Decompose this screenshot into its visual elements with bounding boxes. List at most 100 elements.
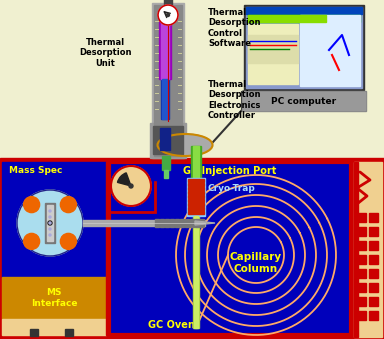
- Bar: [45, 203, 55, 243]
- Bar: [188, 183, 204, 185]
- Bar: [30, 329, 38, 336]
- Text: GC Oven: GC Oven: [148, 320, 195, 330]
- Bar: [300, 15, 360, 86]
- Bar: [248, 15, 326, 22]
- Bar: [164, 170, 168, 178]
- Bar: [188, 207, 204, 210]
- Bar: [164, 0, 172, 5]
- Bar: [188, 199, 204, 201]
- Bar: [322, 17, 352, 72]
- Circle shape: [49, 222, 51, 224]
- Ellipse shape: [157, 134, 212, 156]
- Bar: [357, 241, 366, 250]
- Bar: [369, 255, 378, 264]
- Bar: [357, 213, 366, 222]
- Bar: [65, 329, 73, 336]
- Bar: [2, 319, 106, 335]
- Bar: [160, 219, 164, 227]
- Text: Thermal
Desorption
Control
Software: Thermal Desorption Control Software: [208, 8, 260, 48]
- Bar: [246, 7, 362, 88]
- Circle shape: [23, 233, 40, 250]
- Bar: [161, 79, 169, 119]
- Bar: [188, 179, 204, 181]
- Bar: [155, 219, 159, 227]
- Bar: [175, 219, 179, 227]
- Bar: [190, 219, 194, 227]
- Circle shape: [49, 210, 51, 212]
- Bar: [357, 311, 366, 320]
- Bar: [188, 191, 204, 194]
- Circle shape: [167, 14, 169, 17]
- Bar: [153, 126, 183, 154]
- Text: Capillary
Column: Capillary Column: [230, 252, 282, 274]
- Bar: [357, 297, 366, 306]
- Bar: [161, 21, 169, 79]
- Bar: [248, 15, 360, 22]
- Bar: [200, 219, 204, 227]
- Circle shape: [60, 197, 76, 213]
- Bar: [369, 227, 378, 236]
- Text: Thermal
Desorption
Unit: Thermal Desorption Unit: [79, 38, 131, 68]
- Circle shape: [17, 190, 83, 256]
- Bar: [150, 123, 186, 158]
- Bar: [369, 297, 378, 306]
- Bar: [109, 162, 351, 335]
- Bar: [244, 5, 364, 90]
- Bar: [246, 7, 362, 14]
- Bar: [107, 162, 155, 212]
- Circle shape: [60, 233, 76, 250]
- Bar: [109, 162, 351, 180]
- Bar: [195, 219, 199, 227]
- Bar: [180, 219, 184, 227]
- Bar: [357, 227, 366, 236]
- Bar: [185, 219, 189, 227]
- Bar: [369, 269, 378, 278]
- Bar: [195, 148, 200, 153]
- Circle shape: [111, 166, 151, 206]
- Circle shape: [49, 234, 51, 236]
- Bar: [188, 211, 204, 214]
- Wedge shape: [118, 173, 131, 186]
- Circle shape: [23, 197, 40, 213]
- Bar: [0, 158, 384, 339]
- Bar: [194, 216, 198, 328]
- Bar: [162, 79, 168, 119]
- Circle shape: [158, 5, 178, 25]
- Bar: [170, 219, 174, 227]
- Polygon shape: [195, 221, 215, 225]
- Text: Thermal
Desorption
Electronics
Controller: Thermal Desorption Electronics Controlle…: [208, 80, 260, 120]
- Bar: [160, 128, 170, 150]
- Bar: [248, 24, 298, 84]
- Bar: [109, 162, 351, 180]
- Text: Mass Spec: Mass Spec: [9, 166, 62, 175]
- Circle shape: [129, 184, 133, 188]
- Bar: [369, 283, 378, 292]
- Bar: [357, 269, 366, 278]
- Bar: [191, 146, 201, 181]
- Bar: [354, 162, 358, 337]
- Bar: [152, 3, 184, 158]
- Bar: [2, 162, 106, 277]
- Bar: [354, 162, 382, 337]
- Bar: [243, 92, 365, 110]
- Bar: [193, 216, 199, 328]
- Bar: [369, 213, 378, 222]
- Bar: [109, 162, 351, 335]
- Text: Cryo-Trap: Cryo-Trap: [208, 184, 256, 193]
- Circle shape: [49, 228, 51, 230]
- Bar: [107, 162, 155, 212]
- Bar: [357, 283, 366, 292]
- Bar: [193, 146, 199, 181]
- Bar: [357, 255, 366, 264]
- Bar: [369, 311, 378, 320]
- Text: PC computer: PC computer: [271, 97, 336, 105]
- Bar: [106, 162, 109, 335]
- Text: GC Injection Port: GC Injection Port: [183, 166, 277, 176]
- Bar: [187, 178, 205, 216]
- Bar: [242, 91, 366, 111]
- Bar: [165, 219, 169, 227]
- Bar: [369, 241, 378, 250]
- Bar: [83, 220, 205, 226]
- Bar: [159, 21, 171, 79]
- Text: MS
Interface: MS Interface: [31, 288, 77, 308]
